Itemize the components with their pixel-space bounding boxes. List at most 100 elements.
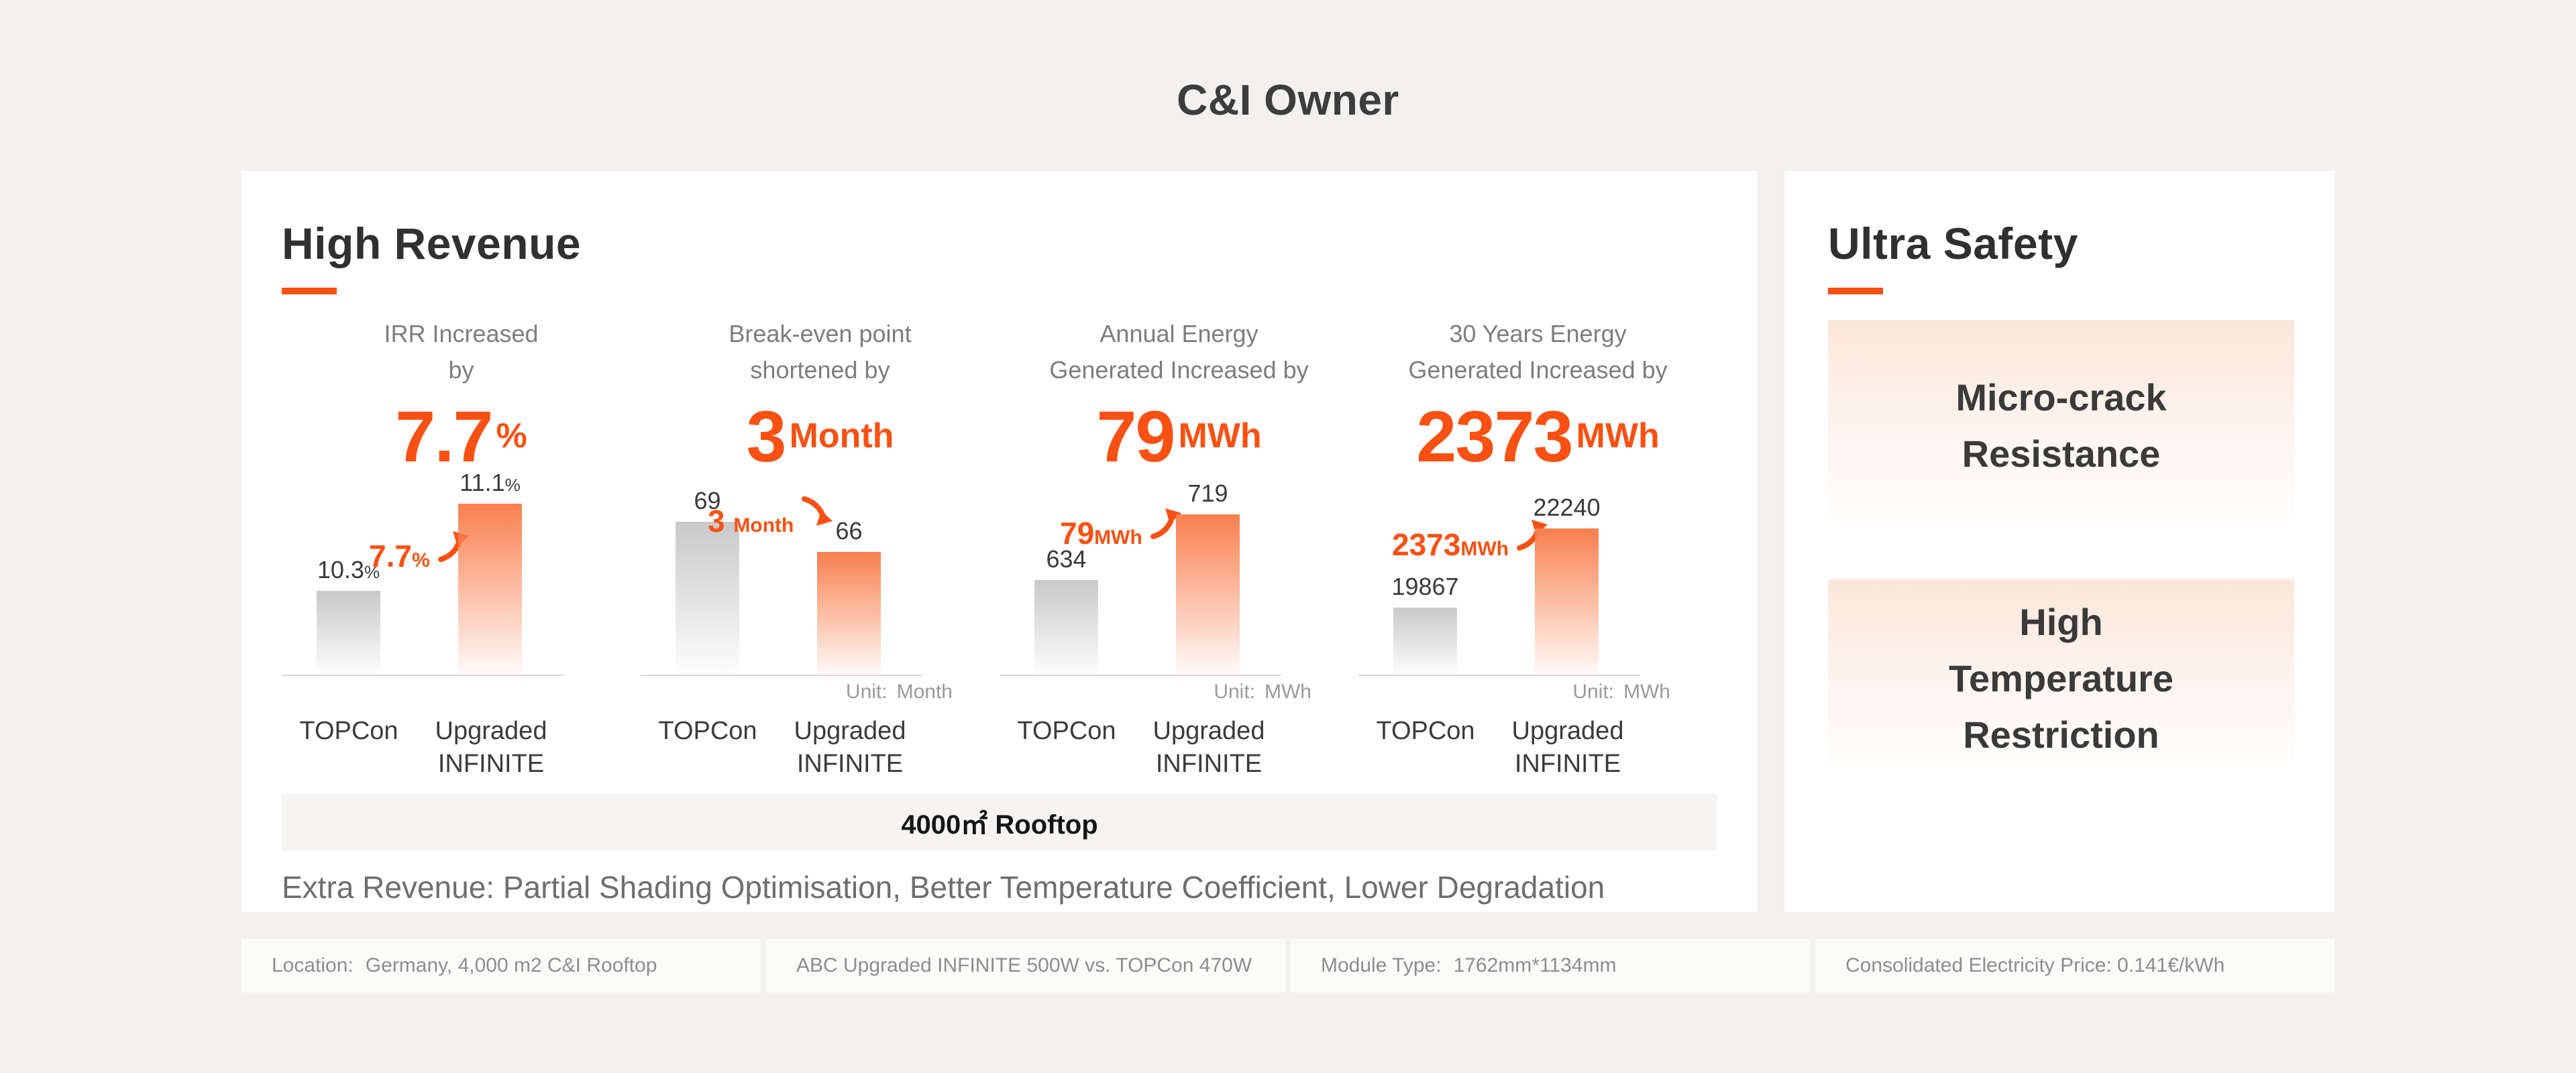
bar-value-label: 22240 [1533,494,1601,521]
page-title: C&I Owner [1177,76,1399,124]
bar-group-topcon: 19867 [1391,573,1459,675]
safety-box-micro-crack: Micro-crack Resistance [1828,320,2294,531]
bar-topcon [1034,580,1098,675]
bar-plot: 69 3 Month 66 [641,484,922,675]
bar-topcon [676,522,739,675]
chart-header-line2: Generated Increased by [1408,356,1668,384]
chart-big-number: 2373 MWh [1358,388,1717,484]
bar-infinite [1535,528,1599,675]
bar-group-infinite: 719 [1176,479,1240,675]
chart-header-line1: 30 Years Energy [1449,320,1627,347]
chart-header-line2: Generated Increased by [1049,356,1309,384]
bar-group-topcon: 69 [676,487,739,675]
chart-header-line2: by [448,356,474,384]
bar-group-infinite: 66 [817,517,881,675]
footer-module-type: Module Type: 1762mm*1134mm [1291,939,1810,993]
decrease-arrow-icon [802,496,833,526]
chart-big-number: 79 MWh [1000,388,1358,484]
bar-topcon [1393,608,1457,675]
bar-group-topcon: 634 [1034,545,1098,675]
delta-annotation: 7.7% [369,531,472,575]
footer-value: ABC Upgraded INFINITE 500W vs. TOPCon 47… [796,954,1252,976]
bar-topcon [317,591,380,675]
big-value: 3 [746,395,786,477]
big-unit: % [496,416,527,455]
chart-header-line2: shortened by [750,356,890,384]
big-unit: MWh [1576,416,1660,455]
unit-note: Unit: Month [845,681,953,703]
delta-text: 3 Month [708,504,794,539]
chart-breakeven: Break-even point shortened by 3 Month 69 … [641,316,1000,783]
big-value: 2373 [1416,395,1573,477]
category-topcon: TOPCon [1017,717,1116,745]
extra-revenue-note: Extra Revenue: Partial Shading Optimisat… [282,870,1605,905]
footer-value: Consolidated Electricity Price: 0.141€/k… [1845,954,2225,976]
axis-baseline [641,675,922,676]
delta-annotation: 2373MWh [1392,520,1550,564]
bar-group-infinite: 11.1% [458,469,522,675]
charts-row: IRR Increased by 7.7% 10.3% 7.7% [282,316,1717,783]
chart-header: Annual Energy Generated Increased by [1000,316,1358,388]
category-topcon: TOPCon [1376,717,1475,745]
category-infinite: Upgraded INFINITE [794,717,906,779]
ultra-safety-card: Ultra Safety Micro-crack Resistance High… [1784,171,2334,912]
footer-label: Location: [272,954,354,976]
high-revenue-card: High Revenue IRR Increased by 7.7% 10.3% [241,171,1758,912]
bar-infinite [817,552,881,675]
increase-arrow-icon [1150,508,1181,539]
category-infinite: Upgraded INFINITE [435,717,547,779]
bar-infinite [1176,514,1240,675]
chart-header-line1: Annual Energy [1099,320,1258,347]
chart-header-line1: Break-even point [729,320,912,347]
chart-30y-energy: 30 Years Energy Generated Increased by 2… [1358,316,1717,783]
bar-plot: 10.3% 7.7% 11.1% [282,469,564,675]
footer-electricity-price: Consolidated Electricity Price: 0.141€/k… [1815,939,2334,993]
big-unit: MWh [1178,416,1262,455]
category-labels: TOPCon Upgraded INFINITE [1000,711,1308,783]
category-labels: TOPCon Upgraded INFINITE [641,711,949,783]
unit-note: Unit: MWh [1572,681,1670,703]
footer-label: Module Type: [1321,954,1442,976]
footer-location: Location: Germany, 4,000 m2 C&I Rooftop [241,939,761,993]
content-row: High Revenue IRR Increased by 7.7% 10.3% [241,171,2334,912]
delta-annotation: 79MWh [1060,508,1184,553]
unit-note: Unit: MWh [1214,681,1311,703]
axis-baseline [1358,675,1640,676]
footer-info-strip: Location: Germany, 4,000 m2 C&I Rooftop … [241,939,2334,993]
delta-text: 2373MWh [1392,527,1509,562]
axis-baseline [1000,675,1281,676]
bar-value-label: 10.3% [317,556,380,583]
big-value: 7.7 [395,395,493,477]
chart-big-number: 7.7% [282,388,641,484]
footer-value: 1762mm*1134mm [1453,954,1617,976]
bar-group-topcon: 10.3% [317,556,380,675]
delta-text: 7.7% [369,539,430,573]
category-topcon: TOPCon [299,717,398,745]
category-topcon: TOPCon [658,717,757,745]
axis-baseline [282,675,564,676]
ultra-safety-title: Ultra Safety [1828,219,2078,268]
delta-annotation: 3 Month [708,496,835,541]
category-labels: TOPCon Upgraded INFINITE [1358,711,1667,783]
bar-plot: 634 79MWh 719 [1000,479,1281,675]
bar-value-label: 69 [694,487,721,514]
safety-box-high-temperature: High Temperature Restriction [1828,579,2294,777]
bar-value-label: 66 [835,517,863,545]
chart-header: 30 Years Energy Generated Increased by [1358,316,1717,388]
rooftop-banner: 4000㎡ Rooftop [282,794,1717,850]
chart-header: IRR Increased by [282,316,641,388]
bar-value-label: 11.1% [460,469,521,496]
chart-annual-energy: Annual Energy Generated Increased by 79 M… [1000,316,1358,783]
footer-value: Germany, 4,000 m2 C&I Rooftop [365,954,657,976]
delta-text: 79MWh [1060,516,1142,551]
footer-comparison: ABC Upgraded INFINITE 500W vs. TOPCon 47… [766,939,1285,993]
bar-value-label: 719 [1187,479,1228,507]
category-labels: TOPCon Upgraded INFINITE [282,711,590,783]
bar-group-infinite: 22240 [1533,494,1601,675]
chart-big-number: 3 Month [641,388,1000,484]
bar-value-label: 19867 [1391,573,1459,600]
chart-irr: IRR Increased by 7.7% 10.3% 7.7% [282,316,641,783]
chart-header-line1: IRR Increased [384,320,539,347]
big-value: 79 [1096,395,1175,477]
category-infinite: Upgraded INFINITE [1152,717,1265,779]
